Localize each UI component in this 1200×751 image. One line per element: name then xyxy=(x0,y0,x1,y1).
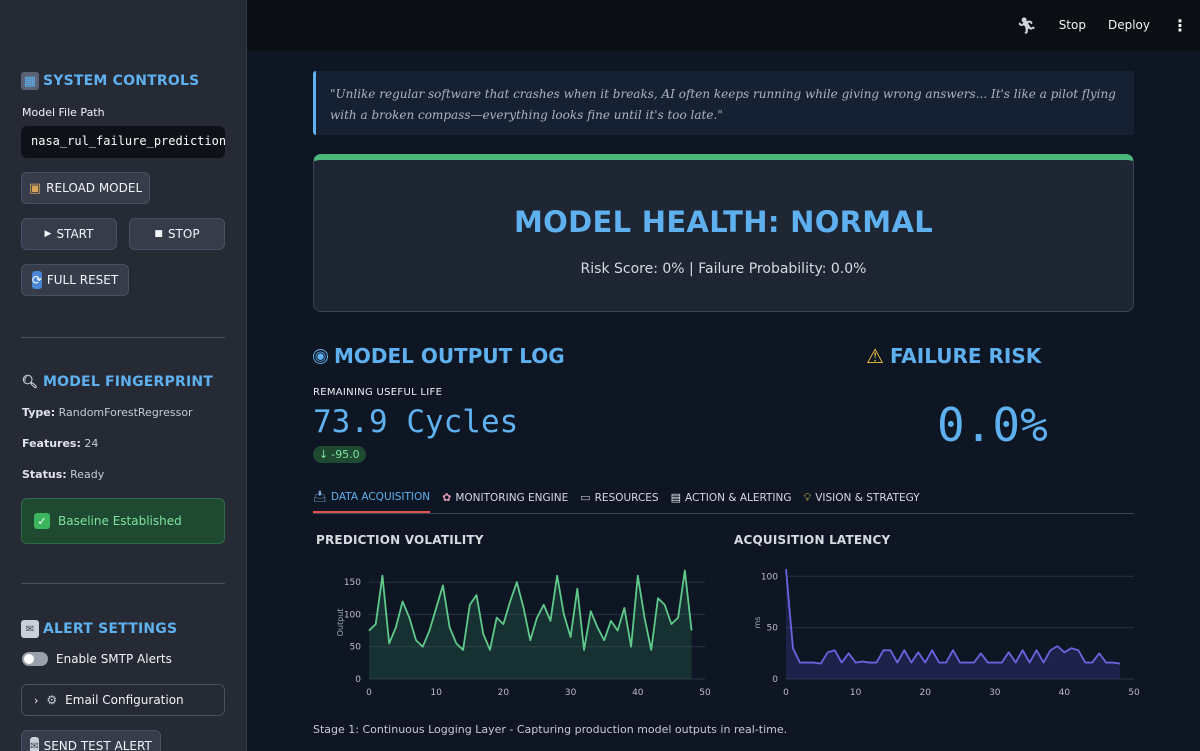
smtp-toggle-row[interactable]: Enable SMTP Alerts xyxy=(22,652,172,666)
x-tick-label: 30 xyxy=(989,688,1001,698)
x-tick-label: 50 xyxy=(699,688,711,698)
series-line xyxy=(785,569,1121,665)
y-tick-label: 0 xyxy=(355,675,361,685)
prediction-volatility-chart: 0 50 100 150 0 10 20 30 40 50 Output xyxy=(336,569,711,698)
top-toolbar: 🏃︎ Stop Deploy ⋮ xyxy=(247,0,1200,50)
x-tick-label: 50 xyxy=(1128,688,1140,698)
running-status-icon: 🏃︎ xyxy=(1016,15,1037,35)
deploy-button[interactable]: Deploy xyxy=(1107,18,1150,32)
y-tick-label: 100 xyxy=(761,572,778,582)
start-button[interactable]: ▶ START xyxy=(21,218,117,250)
play-icon: ▶ xyxy=(44,229,52,239)
tab-action-alerting[interactable]: ▤ ACTION & ALERTING xyxy=(670,491,792,504)
reload-model-button[interactable]: ▣ RELOAD MODEL xyxy=(21,172,150,204)
tab-bar: 📥︎ DATA ACQUISITION ✿ MONITORING ENGINE … xyxy=(313,484,1134,514)
model-file-label: Model File Path xyxy=(22,106,105,119)
sidebar-divider xyxy=(21,337,225,338)
y-tick-label: 50 xyxy=(767,624,779,634)
stage-caption: Stage 1: Continuous Logging Layer - Capt… xyxy=(313,723,788,736)
alert-settings-heading: ✉ ALERT SETTINGS xyxy=(21,620,177,638)
lightbulb-icon: 💡︎ xyxy=(803,490,812,504)
series-line xyxy=(368,569,693,651)
x-tick-label: 40 xyxy=(632,688,644,698)
y-axis-label: Output xyxy=(336,609,345,637)
prediction-volatility-title: PREDICTION VOLATILITY xyxy=(316,533,484,547)
email-configuration-expander[interactable]: › ⚙ Email Configuration xyxy=(21,684,225,716)
x-tick-label: 10 xyxy=(850,688,862,698)
quote-block: "Unlike regular software that crashes wh… xyxy=(313,71,1134,135)
tab-monitoring-engine[interactable]: ✿ MONITORING ENGINE xyxy=(442,491,569,504)
memo-icon: ▤ xyxy=(670,491,681,504)
rul-value: 73.9 Cycles xyxy=(313,404,519,440)
tab-vision-strategy[interactable]: 💡︎ VISION & STRATEGY xyxy=(803,490,920,504)
model-file-input[interactable]: nasa_rul_failure_prediction_mod xyxy=(21,126,225,158)
x-tick-label: 20 xyxy=(498,688,510,698)
main-menu-icon[interactable]: ⋮ xyxy=(1172,15,1188,35)
acquisition-latency-title: ACQUISITION LATENCY xyxy=(734,533,891,547)
y-axis-label: ms xyxy=(753,617,762,629)
gear-icon: ⚙ xyxy=(46,693,58,707)
warning-icon: ⚠ xyxy=(866,344,884,368)
series-area xyxy=(369,570,692,679)
control-knobs-icon: ▦ xyxy=(21,72,39,90)
x-tick-label: 20 xyxy=(919,688,931,698)
x-tick-label: 40 xyxy=(1059,688,1071,698)
risk-score-summary: Risk Score: 0% | Failure Probability: 0.… xyxy=(580,261,867,277)
y-tick-label: 100 xyxy=(344,610,361,620)
model-health-card: MODEL HEALTH: NORMAL Risk Score: 0% | Fa… xyxy=(313,154,1134,312)
tab-data-acquisition[interactable]: 📥︎ DATA ACQUISITION xyxy=(313,484,431,513)
acquisition-latency-chart: 0 50 100 0 10 20 30 40 50 ms xyxy=(753,569,1140,698)
package-icon: ▣ xyxy=(28,180,42,196)
model-health-status: MODEL HEALTH: NORMAL xyxy=(514,205,933,239)
inbox-tray-icon: 📥︎ xyxy=(313,490,327,503)
model-status: Status: Ready xyxy=(22,468,105,481)
failure-risk-value: 0.0% xyxy=(937,398,1048,452)
reset-arrows-icon: ⟳ xyxy=(31,271,42,289)
y-tick-label: 150 xyxy=(344,578,361,588)
y-tick-label: 0 xyxy=(772,675,778,685)
rul-label: REMAINING USEFUL LIFE xyxy=(313,387,443,398)
stop-button[interactable]: ■ STOP xyxy=(129,218,225,250)
rul-delta-badge: ↓ -95.0 xyxy=(313,446,366,463)
full-reset-button[interactable]: ⟳ FULL RESET xyxy=(21,264,129,296)
sidebar: ▦ SYSTEM CONTROLS Model File Path nasa_r… xyxy=(0,0,247,751)
tab-resources[interactable]: ▭ RESOURCES xyxy=(580,491,659,504)
laptop-icon: ▭ xyxy=(580,491,591,504)
failure-risk-heading: ⚠ FAILURE RISK xyxy=(866,344,1042,368)
envelope-arrow-icon: ✉ xyxy=(30,737,39,751)
y-tick-label: 50 xyxy=(350,643,362,653)
stop-link[interactable]: Stop xyxy=(1058,18,1086,32)
magnifier-icon: 🔍︎ xyxy=(21,374,39,390)
system-controls-heading: ▦ SYSTEM CONTROLS xyxy=(21,72,199,90)
x-tick-label: 10 xyxy=(430,688,442,698)
envelope-icon: ✉ xyxy=(21,620,39,638)
stop-square-icon: ■ xyxy=(154,229,163,239)
series-area xyxy=(786,569,1121,679)
model-fingerprint-heading: 🔍︎ MODEL FINGERPRINT xyxy=(21,374,214,390)
arrow-down-icon: ↓ xyxy=(319,448,329,461)
smtp-toggle[interactable] xyxy=(22,652,48,666)
brain-icon: ✿ xyxy=(442,491,452,504)
model-features: Features: 24 xyxy=(22,437,99,450)
check-mark-icon: ✓ xyxy=(34,513,50,529)
model-output-log-heading: ◉ MODEL OUTPUT LOG xyxy=(313,344,565,368)
x-tick-label: 0 xyxy=(783,688,789,698)
model-type: Type: RandomForestRegressor xyxy=(22,406,193,419)
sidebar-divider xyxy=(21,583,225,584)
chevron-right-icon: › xyxy=(34,693,39,707)
baseline-success-alert: ✓ Baseline Established xyxy=(21,498,225,544)
send-test-alert-button[interactable]: ✉ SEND TEST ALERT xyxy=(21,730,161,751)
x-tick-label: 30 xyxy=(565,688,577,698)
x-tick-label: 0 xyxy=(366,688,372,698)
eye-icon: ◉ xyxy=(313,348,328,364)
